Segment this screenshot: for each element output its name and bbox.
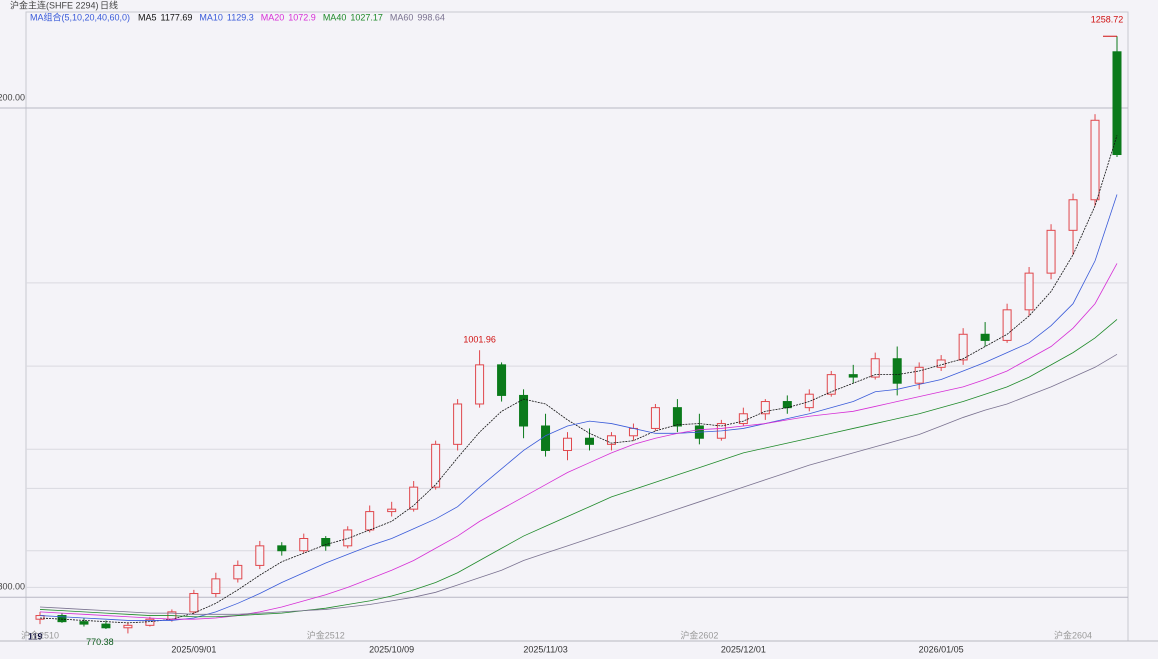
candle-body bbox=[870, 358, 880, 378]
candle-body bbox=[848, 374, 858, 378]
candle-body bbox=[1112, 51, 1122, 156]
x-tick-label: 2026/01/05 bbox=[919, 644, 964, 654]
legend-value: 1177.69 bbox=[161, 12, 193, 22]
candle-body bbox=[760, 401, 770, 415]
candle-body bbox=[343, 529, 353, 547]
plot-frame bbox=[25, 11, 1129, 642]
contract-label: 沪金2602 bbox=[680, 629, 718, 640]
legend-value: 998.64 bbox=[417, 12, 445, 22]
candle-body bbox=[365, 511, 375, 531]
candle-body bbox=[892, 358, 902, 384]
ma-line bbox=[39, 135, 1118, 624]
contract-label: 沪金2604 bbox=[1054, 629, 1092, 640]
candle-body bbox=[475, 364, 485, 405]
indicator[interactable]: MA组合(5,10,20,40,60,0) bbox=[30, 11, 130, 22]
legend-value: 1072.9 bbox=[288, 12, 316, 22]
candle-body bbox=[321, 538, 331, 547]
candle-body bbox=[1002, 309, 1012, 341]
ma-line bbox=[39, 319, 1118, 618]
candle-body bbox=[628, 427, 638, 437]
legend-name: MA10 bbox=[199, 12, 223, 22]
legend-value: 1027.17 bbox=[350, 12, 383, 22]
candle-body bbox=[233, 564, 243, 580]
candle-body bbox=[936, 359, 946, 368]
contract-label: 沪金2510 bbox=[21, 629, 59, 640]
candle-body bbox=[672, 407, 682, 427]
legend-value: 1129.3 bbox=[227, 12, 254, 22]
high-label: 1001.96 bbox=[463, 335, 496, 345]
candle-body bbox=[1024, 272, 1034, 311]
candle-body bbox=[980, 333, 990, 341]
legend-name: MA5 bbox=[138, 12, 157, 22]
ma-line bbox=[39, 353, 1118, 615]
candle-body bbox=[914, 366, 924, 384]
chart-title: 沪金主连(SHFE 2294) bbox=[10, 0, 99, 10]
x-tick-label: 2025/10/09 bbox=[369, 644, 414, 654]
candle-body bbox=[387, 508, 397, 513]
x-tick-label: 2025/09/01 bbox=[171, 644, 216, 654]
x-tick-label: 2025/12/01 bbox=[721, 644, 766, 654]
candle-body bbox=[453, 403, 463, 445]
legend-name: MA60 bbox=[390, 12, 414, 22]
candle-body bbox=[1090, 119, 1100, 201]
legend-name: MA40 bbox=[323, 12, 347, 22]
candle-body bbox=[958, 333, 968, 361]
y-tick-label: 800.00 bbox=[0, 582, 25, 592]
contract-label: 沪金2512 bbox=[307, 629, 345, 640]
candle-body bbox=[255, 545, 265, 566]
candle-body bbox=[563, 437, 573, 451]
high-label: 1258.72 bbox=[1091, 15, 1124, 25]
candle-body bbox=[101, 623, 111, 629]
candle-body bbox=[519, 394, 529, 427]
ma-line bbox=[39, 263, 1118, 620]
candle-body bbox=[431, 443, 441, 488]
legend-name: MA20 bbox=[261, 12, 285, 22]
y-tick-label: 1200.00 bbox=[0, 92, 25, 102]
low-label: 770.38 bbox=[86, 637, 114, 647]
candle-body bbox=[1046, 229, 1056, 274]
candle-body bbox=[299, 538, 309, 552]
candle-body bbox=[409, 486, 419, 510]
candle-body bbox=[189, 593, 199, 613]
candle-body bbox=[738, 413, 748, 425]
candle-body bbox=[79, 621, 89, 625]
candle-body bbox=[804, 393, 814, 409]
candle-body bbox=[123, 624, 133, 629]
period[interactable]: 日线 bbox=[100, 0, 118, 10]
candle-body bbox=[1068, 199, 1078, 231]
candle-body bbox=[277, 545, 287, 552]
candle-body bbox=[606, 435, 616, 445]
ma-line bbox=[39, 194, 1118, 621]
candle-body bbox=[541, 425, 551, 451]
candle-body bbox=[497, 364, 507, 396]
candle-body bbox=[584, 437, 594, 445]
x-tick-label: 2025/11/03 bbox=[523, 644, 567, 654]
candle-body bbox=[782, 401, 792, 409]
candle-body bbox=[57, 615, 67, 623]
candle-body bbox=[650, 407, 660, 429]
candle-body bbox=[826, 374, 836, 395]
corner-label: 119 bbox=[28, 631, 43, 641]
candle-body bbox=[211, 578, 221, 595]
